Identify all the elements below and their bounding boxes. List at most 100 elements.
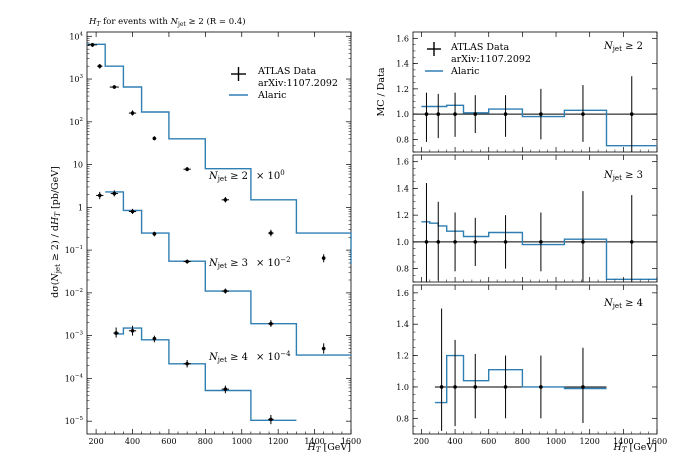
data-point-series-1	[268, 229, 274, 237]
ratio-data-point	[581, 191, 585, 282]
ratio-data-point	[629, 195, 634, 282]
data-point-series-2	[321, 343, 326, 354]
ratio-data-point	[503, 355, 508, 419]
ratio-data-marker	[473, 112, 478, 116]
x-tick-label: 1000	[232, 437, 252, 446]
ratio-data-marker	[539, 385, 543, 389]
data-point-marker	[269, 417, 273, 422]
main-legend: ATLAS Data arXiv:1107.2092 Alaric	[229, 66, 338, 101]
ratio-data-marker	[503, 112, 508, 116]
ratio-data-marker	[473, 385, 478, 389]
y-tick-label: 10−1	[65, 245, 83, 255]
legend-data-label: ATLAS Data	[257, 66, 316, 77]
main-x-axis-label: HT [GeV]	[307, 442, 351, 454]
main-plot-marks	[87, 42, 352, 425]
data-point-series-3	[268, 414, 274, 425]
ratio-data-marker	[453, 112, 457, 116]
ratio-x-tick-label: 1600	[647, 437, 667, 446]
ratio-data-point	[473, 354, 478, 419]
ratio-legend-ref-label: arXiv:1107.2092	[451, 54, 531, 65]
data-point-series-3	[113, 327, 119, 338]
ratio-y-tick-label: 1.2	[396, 211, 409, 220]
ratio-data-marker	[436, 240, 441, 244]
y-tick-label: 10−3	[65, 331, 84, 341]
ratio-data-marker	[473, 240, 478, 244]
data-point-marker	[112, 85, 117, 89]
ratio-y-tick-label: 0.8	[396, 414, 409, 423]
ratio-data-point	[539, 355, 543, 419]
series-label-njet2: Njet ≥ 2 × 100	[208, 169, 285, 183]
ratio-data-marker	[453, 385, 457, 389]
x-tick-label: 1600	[341, 437, 361, 446]
data-point-series-1	[183, 166, 191, 172]
data-point-marker	[97, 193, 102, 198]
data-point-series-2	[110, 190, 118, 197]
data-point-marker	[223, 198, 228, 202]
data-point-series-2	[183, 259, 191, 264]
data-point-series-2	[268, 320, 274, 327]
ratio-data-marker	[581, 385, 585, 389]
ratio-y-tick-label: 1.6	[396, 34, 409, 43]
data-point-marker	[185, 361, 189, 366]
ratio-data-marker	[439, 385, 444, 389]
ratio-data-marker	[581, 112, 585, 116]
data-point-marker	[90, 43, 95, 47]
data-point-series-1	[128, 110, 137, 116]
data-point-marker	[112, 191, 117, 196]
x-tick-label: 1400	[304, 437, 324, 446]
ratio-panel-3-label: Njet ≥ 4	[603, 298, 643, 310]
ratio-panel-2-frame	[412, 154, 658, 283]
ratio-data-marker	[629, 240, 634, 244]
ratio-y-tick-label: 1.2	[396, 352, 409, 361]
x-tick-label: 200	[88, 437, 103, 446]
data-point-series-1	[97, 63, 103, 69]
y-tick-label: 10	[73, 161, 83, 170]
data-point-marker	[152, 136, 157, 141]
data-point-series-2	[128, 208, 137, 214]
ratio-y-tick-label: 1.2	[396, 85, 409, 94]
ratio-x-tick-label: 1400	[613, 437, 633, 446]
ratio-panel-3-frame	[412, 284, 658, 435]
data-point-series-3	[221, 385, 230, 394]
data-point-series-1	[321, 254, 326, 263]
ratio-data-marker	[424, 240, 429, 244]
y-tick-label: 10−4	[65, 373, 84, 383]
ratio-y-tick-label: 1.4	[396, 184, 409, 193]
x-tick-label: 600	[161, 437, 176, 446]
y-tick-label: 104	[69, 31, 83, 41]
y-tick-label: 102	[69, 117, 83, 127]
main-title: HT for events with Njet ≥ 2 (R = 0.4)	[88, 16, 246, 28]
ratio-mc-histogram	[421, 221, 657, 280]
ratio-data-point	[539, 212, 543, 272]
ratio-data-point	[503, 95, 508, 137]
ratio-data-point	[424, 183, 429, 282]
ratio-data-point	[424, 92, 429, 142]
ratio-mc-histogram	[434, 354, 607, 404]
x-tick-label: 1200	[268, 437, 288, 446]
data-point-marker	[130, 328, 135, 333]
ratio-data-point	[439, 308, 444, 431]
legend-ref-label: arXiv:1107.2092	[258, 78, 338, 89]
ratio-panel-1-label: Njet ≥ 2	[603, 41, 643, 53]
main-y-axis-label: dσ(Njet ≥ 2) / dHT [pb/GeV]	[50, 166, 62, 298]
ratio-marks: 0.8 1.0 1.2 1.4 1.6 0.8 1.0 1.2 1.4 1.6 0.8 1.0 1.2 1…	[396, 32, 667, 446]
ratio-x-tick-label: 400	[447, 437, 462, 446]
ratio-data-point	[453, 212, 457, 272]
data-point-series-3	[183, 359, 191, 368]
series-label-njet4: Njet ≥ 4 × 10−4	[208, 350, 291, 364]
ratio-legend-mc-label: Alaric	[450, 66, 479, 77]
x-tick-label: 400	[125, 437, 140, 446]
series-label-njet3: Njet ≥ 3 × 10−2	[208, 256, 291, 270]
y-tick-label: 103	[69, 74, 83, 84]
ratio-data-point	[473, 217, 478, 266]
ratio-data-point	[473, 95, 478, 134]
ratio-data-point	[503, 215, 508, 269]
mc-histogram-series-1	[87, 43, 352, 264]
data-point-marker	[223, 387, 228, 391]
ratio-x-tick-label: 600	[481, 437, 496, 446]
data-point-series-1	[152, 136, 157, 141]
data-point-marker	[185, 167, 189, 171]
ratio-x-tick-label: 1200	[580, 437, 600, 446]
ratio-data-marker	[503, 385, 508, 389]
data-point-marker	[130, 209, 135, 214]
